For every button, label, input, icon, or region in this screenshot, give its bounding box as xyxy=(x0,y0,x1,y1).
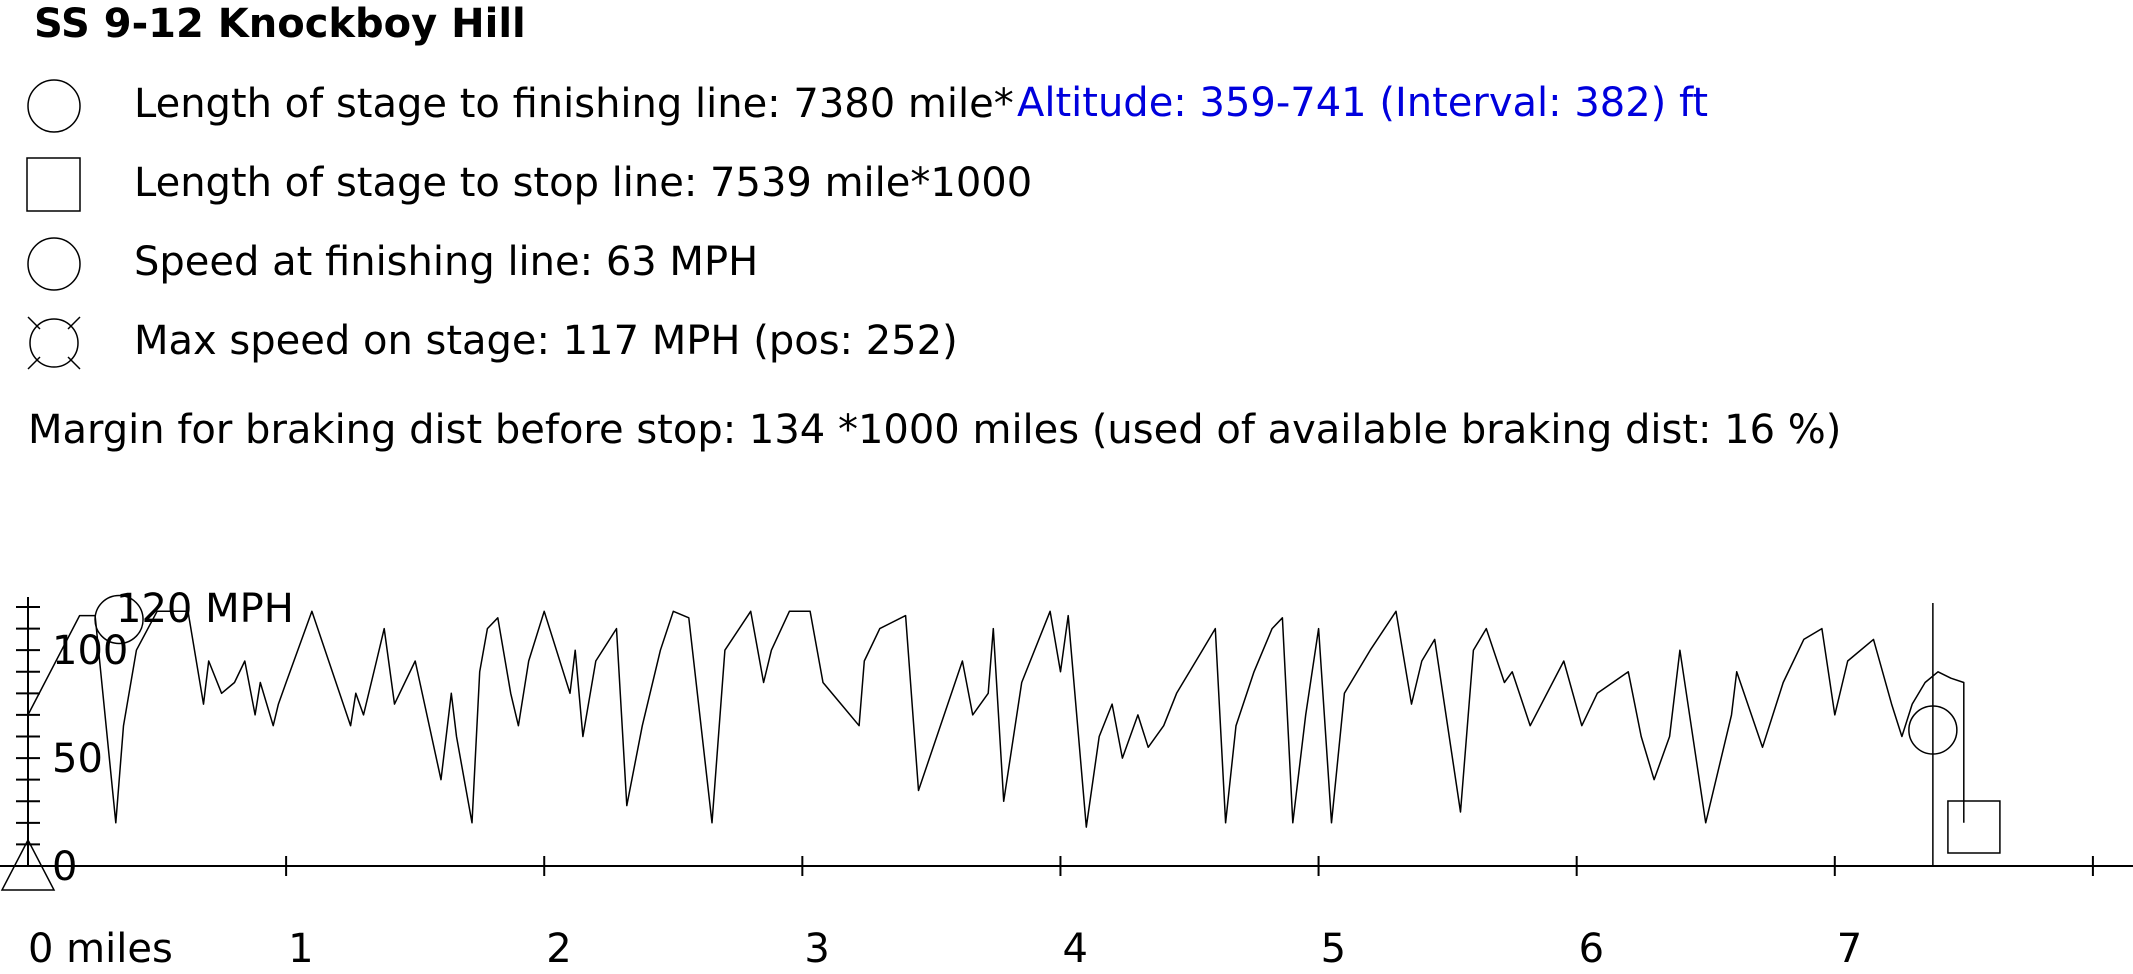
legend-label: Max speed on stage: 117 MPH (pos: 252) xyxy=(134,318,958,364)
stage-title: SS 9-12 Knockboy Hill xyxy=(34,1,526,47)
x-tick-label: 0 miles xyxy=(28,926,173,972)
legend-label: Speed at finishing line: 63 MPH xyxy=(134,239,759,285)
legend-label: Length of stage to stop line: 7539 mile*… xyxy=(134,160,1033,206)
circle-icon xyxy=(27,237,81,291)
finish-speed-marker xyxy=(1908,705,1958,755)
x-tick-label: 5 xyxy=(1321,926,1346,972)
circle-icon xyxy=(27,79,81,133)
chart-markers xyxy=(0,594,2001,891)
x-tick-label: 3 xyxy=(804,926,829,972)
speed-line xyxy=(27,610,1965,828)
y-tick-label: 50 xyxy=(52,736,103,782)
x-tick-label: 2 xyxy=(546,926,571,972)
tick-marks xyxy=(16,606,2094,876)
altitude-info: Altitude: 359-741 (Interval: 382) ft xyxy=(1017,79,1709,127)
braking-margin-text: Margin for braking dist before stop: 134… xyxy=(28,407,1842,453)
tick-labels: 100 50 0 120 MPH 0 miles 1 2 3 4 5 6 7 xyxy=(28,586,1862,972)
stop-line-marker xyxy=(1947,800,2001,854)
x-tick-label: 4 xyxy=(1062,926,1087,972)
x-tick-label: 1 xyxy=(288,926,313,972)
y-tick-label: 0 xyxy=(52,844,77,890)
y-tick-label: 100 xyxy=(52,628,128,674)
start-triangle-marker xyxy=(0,838,56,891)
legend-label: Length of stage to finishing line: 7380 … xyxy=(134,81,1116,127)
square-icon xyxy=(26,157,81,212)
y-unit-label: 120 MPH xyxy=(116,586,294,632)
max-speed-marker xyxy=(94,594,144,645)
x-tick-label: 7 xyxy=(1837,926,1862,972)
speed-series xyxy=(27,610,1965,828)
crossed-circle-icon xyxy=(27,316,81,370)
x-tick-label: 6 xyxy=(1579,926,1604,972)
axes xyxy=(0,597,2133,867)
